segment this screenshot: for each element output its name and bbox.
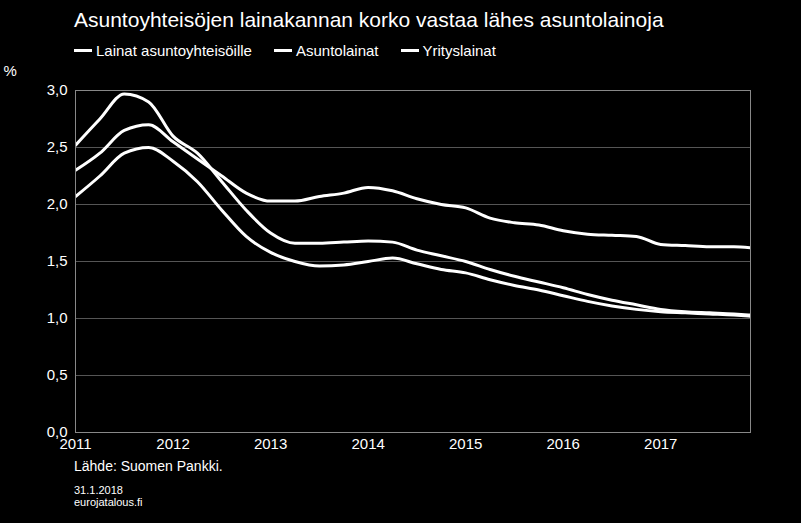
svg-text:2015: 2015 [449, 435, 482, 452]
svg-text:0,5: 0,5 [47, 366, 68, 383]
svg-text:2017: 2017 [644, 435, 677, 452]
svg-text:1,0: 1,0 [47, 309, 68, 326]
svg-text:2014: 2014 [351, 435, 384, 452]
svg-text:3,0: 3,0 [47, 81, 68, 98]
svg-text:%: % [4, 62, 17, 79]
html-text:eurojatalous.fi: eurojatalous.fi [74, 496, 143, 508]
svg-text:2016: 2016 [547, 435, 580, 452]
html-text:Lainat asuntoyhteisöille: Lainat asuntoyhteisöille [96, 41, 252, 59]
svg-text:2012: 2012 [156, 435, 189, 452]
svg-text:1,5: 1,5 [47, 252, 68, 269]
svg-text:2013: 2013 [254, 435, 287, 452]
svg-text:2,5: 2,5 [47, 138, 68, 155]
svg-text:2011: 2011 [59, 435, 91, 452]
html-text:31.1.2018: 31.1.2018 [74, 484, 123, 496]
svg-text:0,0: 0,0 [46, 423, 68, 441]
html-text:Yrityslainat: Yrityslainat [422, 41, 496, 59]
html-text:Asuntolainat: Asuntolainat [296, 41, 379, 59]
html-text:Asuntoyhteisöjen lainakannan k: Asuntoyhteisöjen lainakannan korko vasta… [74, 8, 664, 31]
html-text:Lähde: Suomen Pankki.: Lähde: Suomen Pankki. [74, 458, 223, 474]
svg-text:2,0: 2,0 [47, 195, 68, 212]
